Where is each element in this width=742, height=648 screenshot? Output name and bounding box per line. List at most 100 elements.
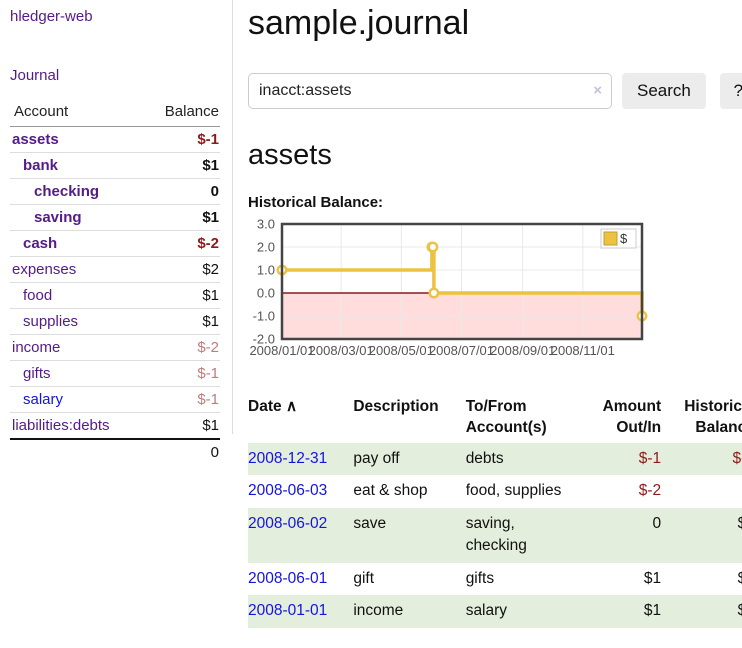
account-balance: $-2: [141, 230, 220, 257]
transaction-row: 2008-01-01 income salary $1 $1: [248, 595, 742, 628]
y-axis-tick-label: 0.0: [257, 286, 275, 301]
transaction-date-link[interactable]: 2008-06-01: [248, 569, 328, 587]
account-row: food $1: [10, 282, 220, 309]
account-row: assets $-1: [10, 127, 220, 153]
x-axis-tick-label: 2008/11/01: [551, 343, 615, 358]
account-link-saving[interactable]: saving: [34, 209, 82, 226]
register-col-description: Description: [353, 398, 439, 415]
account-cell: checking: [10, 178, 142, 205]
y-axis-tick-label: -2.0: [253, 332, 275, 347]
search-button[interactable]: Search: [622, 73, 706, 109]
account-balance: $-1: [141, 386, 220, 413]
transaction-row: 2008-06-03 eat & shop food, supplies $-2 0: [248, 475, 742, 507]
transaction-date-link[interactable]: 2008-06-02: [248, 514, 328, 532]
x-axis-tick-label: 2008/05/01: [369, 343, 434, 358]
accounts-table: Account Balance assets $-1 bank $1 checking 0…: [10, 100, 220, 465]
legend-label: $: [620, 231, 628, 246]
transaction-date-cell: 2008-01-01: [248, 595, 353, 627]
account-heading: assets: [248, 139, 332, 171]
transaction-description: save: [353, 514, 387, 532]
account-cell: assets: [10, 127, 142, 153]
account-link-liabilities-debts[interactable]: liabilities:debts: [12, 417, 110, 434]
account-balance: $2: [141, 256, 220, 283]
transaction-accounts: food, supplies: [465, 482, 562, 500]
account-row: supplies $1: [10, 308, 220, 335]
x-axis-tick-label: 2008/01/01: [249, 343, 314, 358]
transaction-description: income: [353, 602, 404, 620]
accounts-total-balance: 0: [141, 438, 220, 465]
account-balance: $-2: [141, 334, 220, 361]
account-balance: $1: [141, 308, 220, 335]
account-row: bank $1: [10, 152, 220, 179]
x-axis-tick-label: 2008/09/01: [490, 343, 555, 358]
account-link-salary[interactable]: salary: [23, 391, 64, 408]
transaction-balance: $2: [737, 514, 742, 532]
transaction-date-link[interactable]: 2008-12-31: [248, 449, 328, 467]
account-balance: $1: [141, 204, 220, 231]
historical-balance-chart[interactable]: $3.0 2.0 1.0 0.0 -1.0 -2.0 2008/01/01 2008/03/0…: [248, 217, 742, 369]
transaction-date-cell: 2008-06-03: [248, 475, 353, 507]
transaction-balance: 0: [671, 475, 742, 507]
accounts-total-row: 0: [10, 438, 220, 465]
sidebar-item-journal[interactable]: Journal: [10, 67, 60, 84]
account-balance: $-1: [141, 360, 220, 387]
account-link-gifts[interactable]: gifts: [23, 365, 51, 382]
transaction-date-cell: 2008-12-31: [248, 443, 353, 475]
account-cell: salary: [10, 386, 142, 413]
accounts-header-balance: Balance: [141, 100, 220, 127]
sidebar: hledger-web Journal Account Balance asse…: [0, 0, 233, 465]
account-balance: $1: [141, 412, 220, 439]
transaction-balance: $1: [737, 602, 742, 620]
app-title-link[interactable]: hledger-web: [10, 8, 93, 25]
account-row: liabilities:debts $1: [10, 412, 220, 439]
account-cell: cash: [10, 230, 142, 257]
account-row: income $-2: [10, 334, 220, 361]
transaction-row: 2008-12-31 pay off debts $-1 $-1: [248, 442, 742, 476]
account-link-expenses[interactable]: expenses: [12, 261, 77, 278]
transaction-row: 2008-06-01 gift gifts $1 $2: [248, 563, 742, 595]
x-axis-tick-label: 2008/07/01: [429, 343, 494, 358]
transaction-date-cell: 2008-06-01: [248, 563, 353, 595]
register-col-date[interactable]: Date ∧: [248, 398, 298, 415]
account-row: salary $-1: [10, 386, 220, 413]
search-form: × Search ?: [248, 73, 742, 109]
transaction-description: eat & shop: [353, 482, 428, 500]
transaction-accounts: gifts: [465, 569, 495, 587]
chart-canvas: $3.0 2.0 1.0 0.0 -1.0 -2.02008/01/012008/03/0…: [249, 217, 648, 358]
y-axis-tick-label: 3.0: [257, 217, 275, 232]
account-link-bank[interactable]: bank: [23, 157, 59, 174]
data-point-marker: [427, 241, 439, 253]
account-link-income[interactable]: income: [12, 339, 61, 356]
account-link-cash[interactable]: cash: [23, 235, 58, 252]
y-axis-tick-label: 2.0: [257, 240, 275, 255]
account-cell: saving: [10, 204, 142, 231]
account-cell: supplies: [10, 308, 142, 335]
account-link-supplies[interactable]: supplies: [23, 313, 79, 330]
account-row: gifts $-1: [10, 360, 220, 387]
register-table: Date ∧ Description To/From Account(s) Amount…: [248, 395, 742, 628]
account-balance: 0: [141, 178, 220, 205]
account-link-assets[interactable]: assets: [12, 131, 59, 148]
transaction-date-cell: 2008-06-02: [248, 508, 353, 563]
clear-search-icon[interactable]: ×: [593, 82, 602, 99]
transaction-date-link[interactable]: 2008-06-03: [248, 482, 328, 500]
legend-swatch: [603, 231, 618, 246]
transaction-accounts: saving, checking: [465, 514, 527, 555]
account-link-checking[interactable]: checking: [34, 183, 100, 200]
account-row: cash $-2: [10, 230, 220, 257]
account-cell: income: [10, 334, 142, 361]
accounts-total-spacer: [10, 438, 142, 465]
accounts-header-account: Account: [10, 100, 142, 127]
account-link-food[interactable]: food: [23, 287, 53, 304]
account-balance: $1: [141, 282, 220, 309]
transaction-amount: 0: [652, 514, 662, 532]
transaction-amount: $-1: [638, 449, 662, 467]
account-row: expenses $2: [10, 256, 220, 283]
sort-ascending-icon: ∧: [281, 398, 298, 415]
transaction-date-link[interactable]: 2008-01-01: [248, 602, 328, 620]
search-input[interactable]: [248, 73, 612, 109]
search-box: ×: [248, 73, 612, 109]
help-button[interactable]: ?: [719, 73, 742, 109]
